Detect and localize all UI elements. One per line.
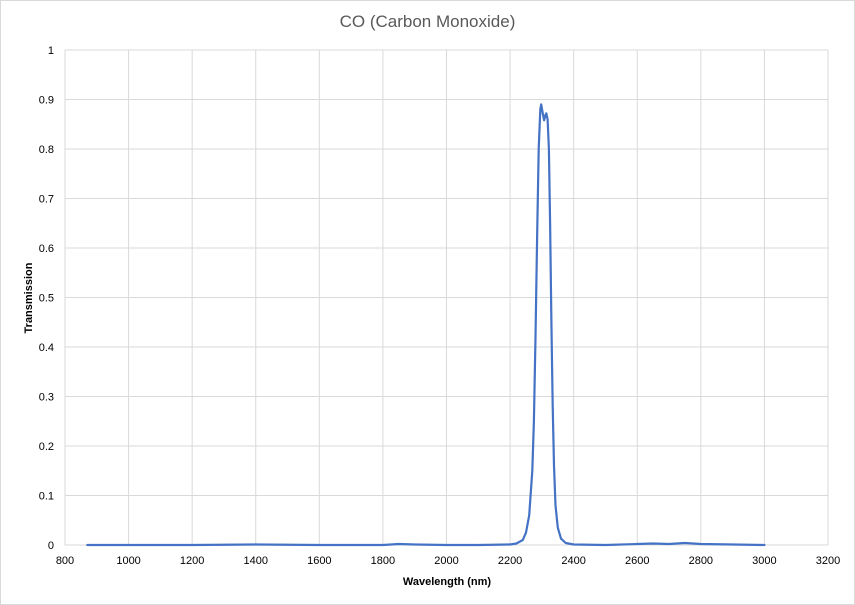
x-tick-label: 1200 bbox=[180, 555, 204, 567]
y-tick-label: 0.8 bbox=[39, 144, 54, 156]
y-tick-label: 0.7 bbox=[39, 194, 54, 206]
x-tick-label: 2600 bbox=[625, 555, 649, 567]
x-tick-label: 3200 bbox=[816, 555, 840, 567]
y-tick-label: 0.2 bbox=[39, 441, 54, 453]
x-tick-label: 2400 bbox=[561, 555, 585, 567]
y-tick-label: 0 bbox=[48, 540, 54, 552]
y-tick-label: 1 bbox=[48, 45, 54, 57]
x-tick-label: 1600 bbox=[307, 555, 331, 567]
y-tick-label: 0.3 bbox=[39, 392, 54, 404]
y-axis-label: Transmission bbox=[23, 262, 35, 333]
x-tick-label: 2800 bbox=[689, 555, 713, 567]
chart-title: CO (Carbon Monoxide) bbox=[339, 12, 516, 31]
series-line bbox=[86, 103, 766, 547]
y-tick-label: 0.1 bbox=[39, 491, 54, 503]
series-lines bbox=[86, 103, 766, 547]
y-tick-label: 0.5 bbox=[39, 293, 54, 305]
x-tick-label: 1800 bbox=[371, 555, 395, 567]
x-tick-label: 1400 bbox=[244, 555, 268, 567]
y-tick-label: 0.9 bbox=[39, 95, 54, 107]
x-tick-label: 2200 bbox=[498, 555, 522, 567]
x-tick-label: 800 bbox=[56, 555, 74, 567]
x-axis-label: Wavelength (nm) bbox=[403, 576, 492, 588]
tick-labels: 800 1000 1200 1400 1600 1800 2000 2200 2400 2600 2… bbox=[39, 45, 841, 567]
y-tick-label: 0.4 bbox=[39, 342, 54, 354]
x-tick-label: 2000 bbox=[434, 555, 458, 567]
y-tick-label: 0.6 bbox=[39, 243, 54, 255]
x-tick-label: 1000 bbox=[116, 555, 140, 567]
x-tick-label: 3000 bbox=[752, 555, 776, 567]
grid-lines bbox=[64, 49, 829, 546]
